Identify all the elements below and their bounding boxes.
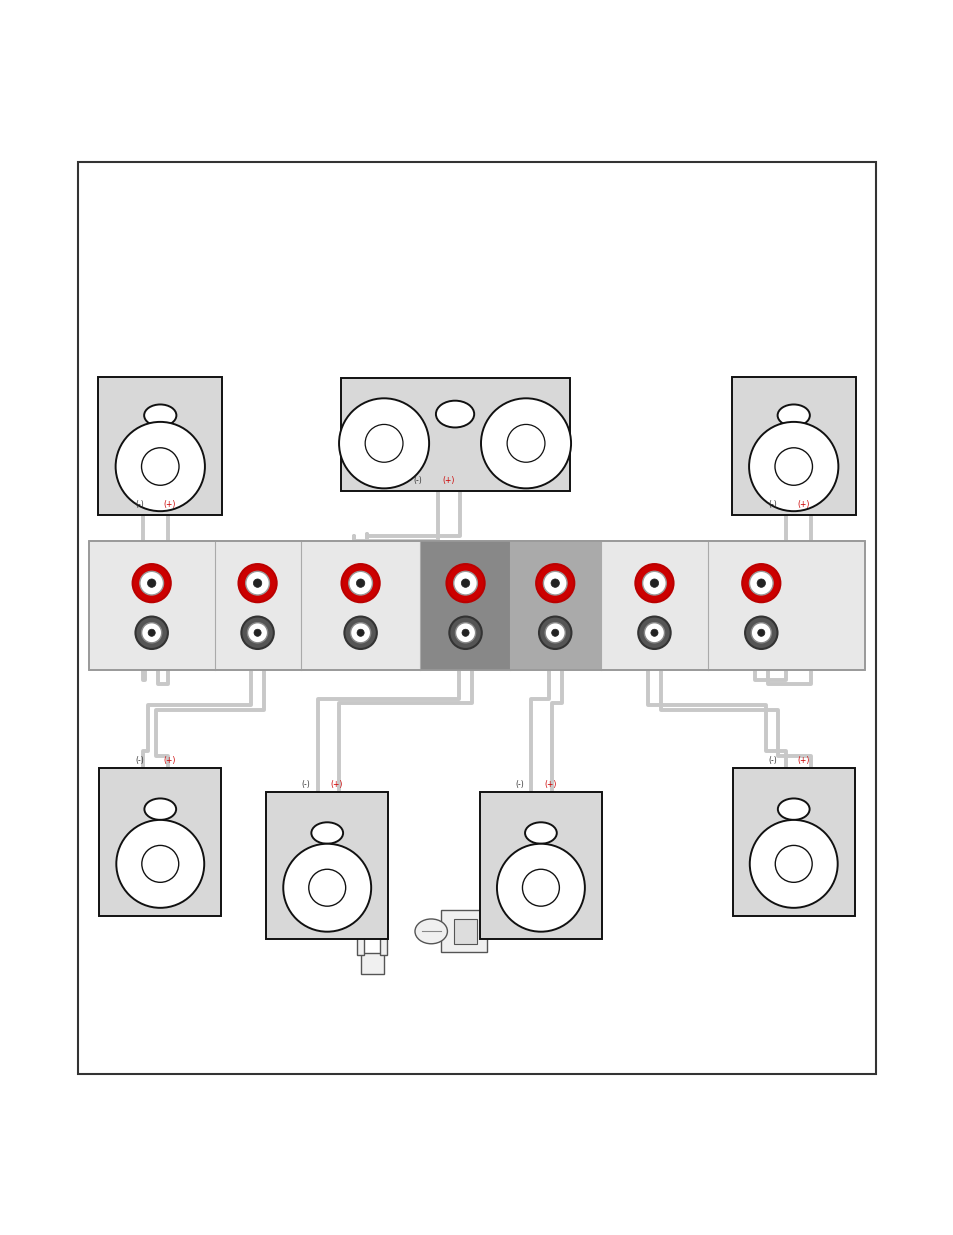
FancyBboxPatch shape <box>732 768 854 915</box>
FancyBboxPatch shape <box>99 768 221 915</box>
Text: (-): (-) <box>515 779 524 789</box>
FancyBboxPatch shape <box>356 895 364 903</box>
Circle shape <box>638 616 670 648</box>
Circle shape <box>140 572 163 595</box>
Circle shape <box>344 616 376 648</box>
Ellipse shape <box>436 400 474 427</box>
Circle shape <box>741 564 780 603</box>
Text: (-): (-) <box>767 500 777 509</box>
Circle shape <box>497 844 584 931</box>
Circle shape <box>338 399 429 488</box>
FancyBboxPatch shape <box>731 377 855 515</box>
Circle shape <box>642 572 665 595</box>
Circle shape <box>246 572 269 595</box>
FancyBboxPatch shape <box>440 910 486 952</box>
FancyBboxPatch shape <box>98 377 222 515</box>
Text: (-): (-) <box>134 756 144 764</box>
Ellipse shape <box>311 823 343 844</box>
FancyBboxPatch shape <box>340 378 569 490</box>
Text: (-): (-) <box>134 500 144 509</box>
Circle shape <box>142 846 178 882</box>
FancyBboxPatch shape <box>419 541 510 669</box>
Circle shape <box>350 622 371 643</box>
Circle shape <box>115 422 205 511</box>
FancyBboxPatch shape <box>356 900 364 955</box>
FancyBboxPatch shape <box>379 895 387 903</box>
Text: (+): (+) <box>797 756 808 764</box>
FancyBboxPatch shape <box>266 792 388 940</box>
Text: (-): (-) <box>414 475 422 485</box>
Circle shape <box>538 616 571 648</box>
Circle shape <box>522 869 558 906</box>
FancyBboxPatch shape <box>454 919 476 944</box>
Circle shape <box>449 616 481 648</box>
Circle shape <box>141 622 162 643</box>
Ellipse shape <box>144 799 176 820</box>
Circle shape <box>454 572 476 595</box>
Ellipse shape <box>144 405 176 426</box>
Circle shape <box>643 622 664 643</box>
Circle shape <box>750 622 771 643</box>
Text: (+): (+) <box>544 779 556 789</box>
Circle shape <box>757 579 764 588</box>
Circle shape <box>116 820 204 908</box>
Circle shape <box>544 622 565 643</box>
Circle shape <box>461 629 469 636</box>
Circle shape <box>283 844 371 931</box>
Circle shape <box>744 616 777 648</box>
FancyBboxPatch shape <box>360 953 383 974</box>
Circle shape <box>650 629 658 636</box>
Circle shape <box>551 629 558 636</box>
Circle shape <box>748 422 838 511</box>
Circle shape <box>148 629 155 636</box>
FancyBboxPatch shape <box>510 541 600 669</box>
Circle shape <box>132 564 171 603</box>
Circle shape <box>253 579 261 588</box>
Ellipse shape <box>777 799 809 820</box>
Ellipse shape <box>524 823 557 844</box>
Circle shape <box>455 622 476 643</box>
Circle shape <box>635 564 673 603</box>
Text: (-): (-) <box>301 779 311 789</box>
Circle shape <box>341 564 379 603</box>
Circle shape <box>650 579 658 588</box>
Circle shape <box>757 629 764 636</box>
Circle shape <box>749 820 837 908</box>
FancyBboxPatch shape <box>78 163 875 1073</box>
Circle shape <box>141 448 179 485</box>
Circle shape <box>507 425 544 462</box>
Circle shape <box>446 564 484 603</box>
Text: (-): (-) <box>767 756 777 764</box>
Circle shape <box>247 622 268 643</box>
Circle shape <box>774 448 812 485</box>
Text: (+): (+) <box>164 500 175 509</box>
Circle shape <box>365 425 402 462</box>
Circle shape <box>253 629 261 636</box>
FancyBboxPatch shape <box>379 900 387 955</box>
Circle shape <box>356 579 364 588</box>
Circle shape <box>349 572 372 595</box>
Ellipse shape <box>415 919 447 944</box>
Circle shape <box>356 629 364 636</box>
Circle shape <box>148 579 155 588</box>
Circle shape <box>461 579 469 588</box>
Circle shape <box>238 564 276 603</box>
Circle shape <box>775 846 811 882</box>
Text: (+): (+) <box>797 500 808 509</box>
Circle shape <box>536 564 574 603</box>
Text: (+): (+) <box>442 475 455 485</box>
FancyBboxPatch shape <box>89 541 864 669</box>
Circle shape <box>241 616 274 648</box>
Ellipse shape <box>777 405 809 426</box>
Circle shape <box>135 616 168 648</box>
Text: (+): (+) <box>331 779 342 789</box>
Circle shape <box>309 869 345 906</box>
Circle shape <box>543 572 566 595</box>
FancyBboxPatch shape <box>479 792 601 940</box>
Text: (+): (+) <box>164 756 175 764</box>
Circle shape <box>551 579 558 588</box>
Circle shape <box>749 572 772 595</box>
Circle shape <box>480 399 571 488</box>
